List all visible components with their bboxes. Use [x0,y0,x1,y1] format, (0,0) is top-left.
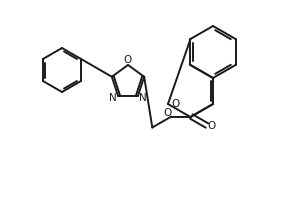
Text: N: N [139,93,147,103]
Text: O: O [124,55,132,65]
Text: O: O [208,121,216,131]
Text: O: O [172,99,180,109]
Text: O: O [163,108,172,118]
Text: N: N [109,93,117,103]
